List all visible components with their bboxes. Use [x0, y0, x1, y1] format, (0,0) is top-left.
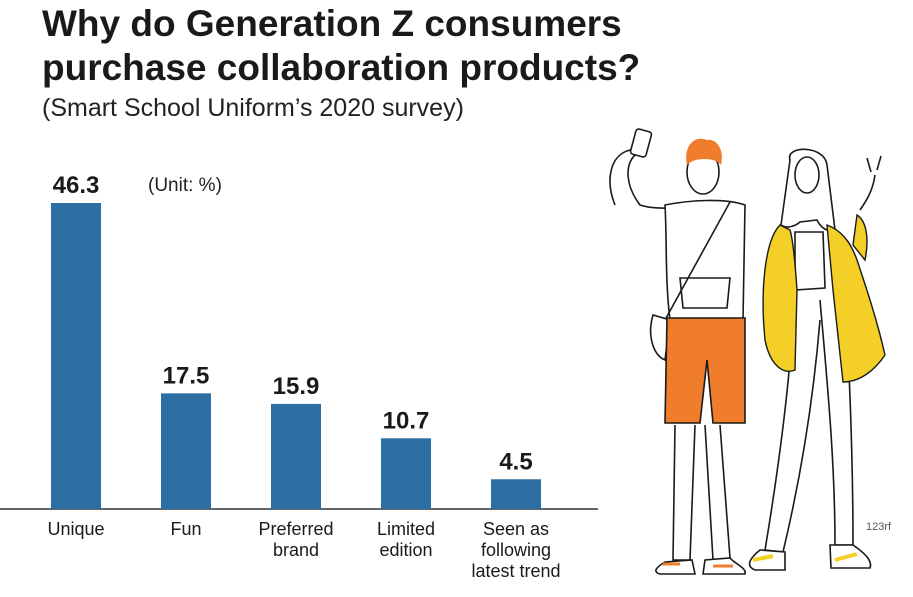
data-label-4: 10.7	[383, 407, 430, 434]
x-tick-label-3-line-1: Preferred	[258, 519, 333, 539]
couple-selfie-illustration	[609, 128, 886, 575]
data-label-5: 4.5	[499, 448, 532, 475]
x-tick-label-3-line-2: brand	[273, 540, 319, 560]
chart-subtitle: (Smart School Uniform’s 2020 survey)	[42, 94, 464, 122]
bar-chart: (Unit: %) 46.3 Unique 17.5 Fun 15.9 Preferredb…	[0, 172, 598, 581]
boy-figure	[609, 128, 746, 575]
x-tick-label-5-line-2: following	[481, 540, 551, 560]
data-label-1: 46.3	[53, 172, 100, 199]
bar-1	[51, 203, 101, 509]
data-label-3: 15.9	[273, 373, 320, 400]
chart-title: Why do Generation Z consumers purchase c…	[42, 2, 682, 90]
x-tick-label-1-line-1: Unique	[47, 519, 104, 539]
x-tick-label-5-line-3: latest trend	[471, 561, 560, 581]
x-tick-label-2-line-1: Fun	[170, 519, 201, 539]
title-line-1: Why do Generation Z consumers	[42, 3, 622, 44]
title-line-2: purchase collaboration products?	[42, 47, 641, 88]
x-tick-label-5-line-1: Seen as	[483, 519, 549, 539]
boy-shorts	[664, 317, 746, 424]
bar-5	[491, 479, 541, 509]
data-label-2: 17.5	[163, 362, 210, 389]
bar-3	[271, 403, 321, 509]
bar-4	[381, 438, 431, 509]
x-tick-label-4-line-1: Limited	[377, 519, 435, 539]
bar-2	[161, 393, 211, 509]
unit-note: (Unit: %)	[148, 175, 222, 196]
boy-hair	[686, 138, 722, 165]
x-tick-label-4-line-2: edition	[379, 540, 432, 560]
image-credit: 123rf	[866, 521, 892, 533]
girl-jacket	[762, 213, 886, 383]
